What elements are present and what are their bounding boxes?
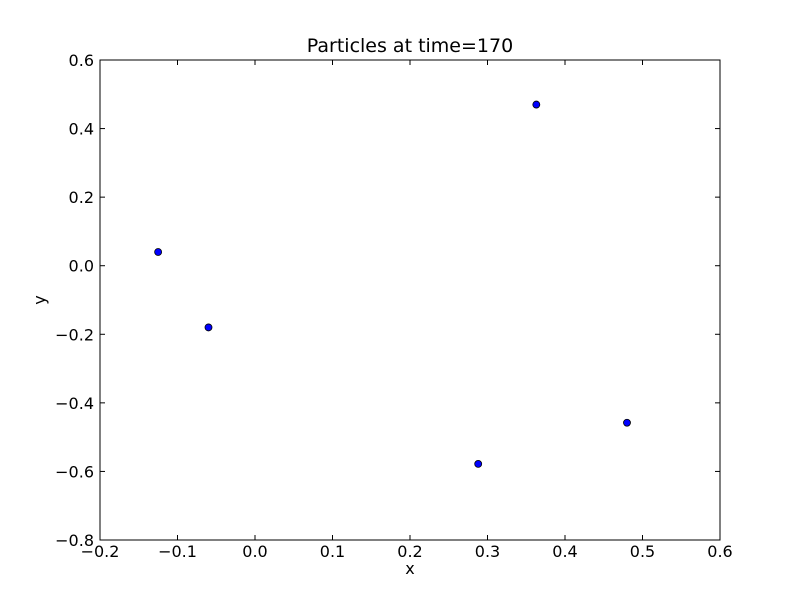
data-point	[474, 459, 483, 468]
x-tick-label: 0.2	[397, 542, 422, 561]
y-tick-label: −0.4	[55, 394, 94, 413]
x-tick-label: 0.0	[242, 542, 267, 561]
chart-title: Particles at time=170	[307, 35, 513, 57]
data-point	[204, 323, 213, 332]
y-tick-label: −0.8	[55, 531, 94, 550]
data-points	[154, 100, 631, 468]
x-tick-label: −0.2	[81, 542, 120, 561]
x-tick-label: 0.4	[552, 542, 577, 561]
y-axis-label: y	[30, 295, 49, 304]
x-tick-label: 0.3	[475, 542, 500, 561]
y-tick-label: 0.2	[69, 188, 94, 207]
y-axis: −0.8 −0.6 −0.4 −0.2 0.0 0.2 0.4 0.6	[55, 51, 720, 550]
x-tick-label: 0.6	[707, 542, 732, 561]
y-tick-label: −0.6	[55, 462, 94, 481]
y-tick-label: −0.2	[55, 325, 94, 344]
data-point	[532, 100, 541, 109]
x-tick-label: 0.5	[630, 542, 655, 561]
y-tick-label: 0.6	[69, 51, 94, 70]
data-point	[154, 248, 163, 256]
x-axis-label: x	[405, 559, 414, 578]
data-point	[623, 418, 631, 427]
x-axis: −0.2 −0.1 0.0 0.1 0.2 0.3 0.4 0.5 0.6	[81, 60, 733, 561]
x-tick-label: 0.1	[320, 542, 345, 561]
y-tick-label: 0.0	[69, 257, 94, 276]
y-tick-label: 0.4	[69, 120, 94, 139]
x-tick-label: −0.1	[158, 542, 197, 561]
